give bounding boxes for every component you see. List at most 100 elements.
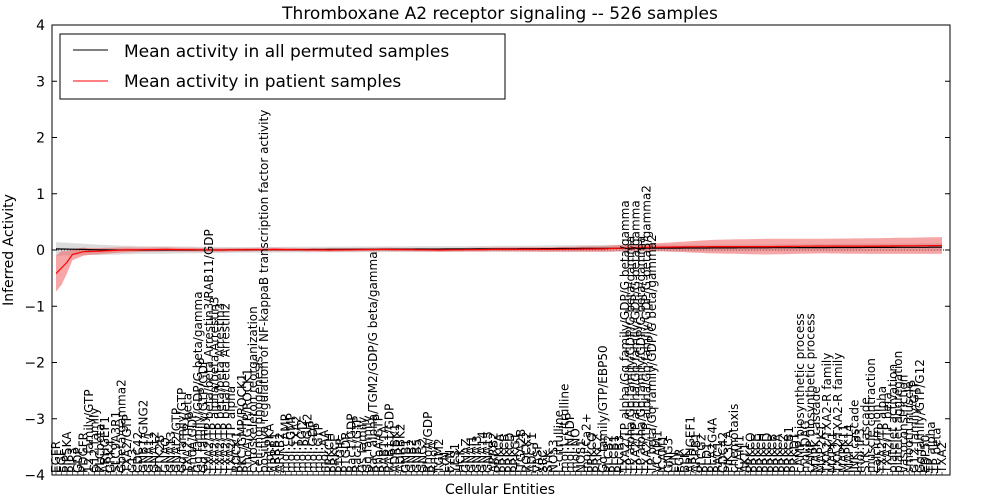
x-tick-label: TXA2/TP alpha/Gq family/GDP/G beta/gamma (618, 200, 632, 474)
x-tick-label: mol:Ca2+ (580, 413, 594, 473)
x-tick-label: EGF (55, 449, 69, 473)
x-tick-label: PRKCQ (585, 432, 599, 473)
x-tick-label: MAPK14 (842, 424, 856, 473)
x-tick-label: positive regulation of NF-kappaB transcr… (257, 110, 271, 473)
x-tick-label: PLCB3 (612, 435, 626, 473)
x-tick-label: TXA2/TP beta/beta Arrestin2 (219, 303, 233, 474)
x-tick-label: JNK cascade (848, 400, 862, 474)
y-tick-label: −1 (24, 299, 45, 315)
y-tick-label: 3 (36, 74, 45, 90)
x-tick-label: PRKCA (492, 433, 506, 473)
x-tick-label: mol:TXA2 (290, 415, 304, 473)
x-tick-label: LYN (667, 452, 681, 473)
x-tick-label: ARRB2 (487, 432, 501, 473)
x-tick-label: TP alpha/Gq family/GDP/G beta/gamma (623, 236, 637, 474)
y-tick-label: 1 (36, 187, 45, 203)
x-tick-label: PLA2G4A (705, 417, 719, 473)
x-tick-label: RhoA/GTP (372, 414, 386, 473)
x-tick-label: Gq family/GDP/G beta/gamma (191, 291, 205, 473)
x-tick-label: ADRBK1 (388, 423, 402, 473)
x-tick-label: Gq family/GTP/G12 (913, 359, 927, 473)
x-tick-label: AKT1 (738, 443, 752, 473)
x-tick-label: LYN (437, 452, 451, 473)
x-tick-label: TXA2/TXA2-R family (831, 353, 845, 474)
x-tick-label: calcium ion (869, 404, 883, 473)
x-tick-label: PRKCZ (590, 434, 604, 473)
x-tick-label: TXA2/TP beta/beta Arrestin3/RAB11/GDP (202, 229, 216, 474)
x-tick-label: TXA2/TXA2-R family (820, 353, 834, 474)
x-tick-label: ARRB1 (689, 432, 703, 473)
legend: Mean activity in all permuted samples Me… (59, 33, 506, 100)
x-tick-label: RAB11/GDP (383, 404, 397, 473)
x-tick-label: PRKCB1 (782, 426, 796, 473)
x-tick-label: PRKCA (771, 433, 785, 473)
x-tick-label: SYK (541, 449, 555, 473)
x-tick-label: TP alpha (924, 421, 938, 474)
x-tick-label: PRKCH (755, 433, 769, 473)
x-tick-label: ADRBK2 (394, 423, 408, 473)
x-tick-label: ICAM1 (656, 435, 670, 473)
x-tick-label: mol:PGH2 (301, 413, 315, 473)
x-tick-label: PRKCE (328, 434, 342, 473)
x-tick-label: MAP2K1 (815, 424, 829, 473)
x-tick-label: RhoA/GDP (421, 412, 435, 473)
x-tick-label: RhoA/GDP (186, 412, 200, 473)
x-tick-label: BLK (678, 449, 692, 473)
x-tick-label: Rac1/GDP (344, 414, 358, 473)
x-tick-label: VCAM1 (651, 430, 665, 473)
x-tick-label: mol:PKA (262, 423, 276, 473)
x-tick-label: GNAQ (158, 437, 172, 473)
y-tick-label: 2 (36, 131, 45, 147)
x-tick-label: mol:PGI2 (295, 419, 309, 473)
x-tick-label: GNA13 (164, 431, 178, 473)
x-tick-label: PLCbeta (93, 424, 107, 473)
x-tick-label: CDC42 (131, 432, 145, 473)
x-tick-label: GRK4 (104, 440, 118, 473)
x-tick-label: MAPK cascade (809, 386, 823, 473)
x-tick-label: TP beta (930, 428, 944, 474)
x-tick-label: cAMP biosynthetic process (793, 313, 807, 473)
x-tick-label: NOS1 (574, 439, 588, 473)
x-tick-label: TXA2-TP beta (180, 393, 194, 474)
x-tick-label: SLC9A3R1 (109, 411, 123, 473)
x-tick-label: TXA2 (935, 442, 949, 474)
x-tick-label: VASP (530, 442, 544, 473)
x-tick-label: Gbeta/gamma2 (115, 379, 129, 473)
x-tick-label: platelet aggregation (891, 351, 905, 473)
legend-label-patient: Mean activity in patient samples (124, 72, 401, 92)
x-tick-label: mol:GDP (306, 421, 320, 473)
x-tick-label: cell morphogenesis (251, 356, 265, 473)
x-tick-label: PRKCD (503, 433, 517, 473)
x-tick-label: GNAI1 (465, 435, 479, 473)
x-tick-label: mol:IP3 (853, 428, 867, 473)
x-tick-label: GNAZ (459, 438, 473, 473)
x-tick-label: Gq family/GTP/GDP (197, 358, 211, 473)
x-tick-label: PIP5KA (60, 431, 74, 473)
x-tick-label: PLCB2 (601, 435, 615, 473)
x-tick-label: YES1 (448, 443, 462, 474)
x-tick-label: TXA2/TP alpha (224, 386, 238, 474)
x-tick-label: Gq family (361, 415, 375, 473)
x-tick-label: PRKCE (749, 434, 763, 473)
x-tick-label: GNB2 (405, 439, 419, 473)
x-tick-label: Gq family/GTP (175, 388, 189, 473)
x-tick-label: TXA2/GTP (120, 414, 134, 474)
band-patient (56, 237, 942, 292)
x-tick-label: PRKCD (760, 433, 774, 473)
y-axis-label: Inferred Activity (1, 194, 17, 306)
x-tick-label: vasoconstriction (897, 375, 911, 473)
x-tick-label: GNB1/GNG2 (137, 400, 151, 473)
y-tick-label: −4 (24, 468, 45, 484)
x-tick-label: GNG3 (662, 438, 676, 473)
x-tick-label: G13 (126, 448, 140, 473)
x-tick-label: Rac1/GTP (350, 416, 364, 473)
y-tick-label: −3 (24, 412, 45, 428)
x-tick-label: SRC (536, 449, 550, 473)
x-tick-label: GNA11 (142, 431, 156, 473)
x-tick-label: PDGFR (76, 432, 90, 473)
x-tick-label: PLCG2 (694, 434, 708, 473)
x-tick-label: ADCY1 (525, 432, 539, 473)
x-tick-label: TXA2/TP alpha/Gq family/GDP/G beta5/gamm… (640, 185, 654, 474)
y-tick-label: 4 (36, 18, 45, 34)
